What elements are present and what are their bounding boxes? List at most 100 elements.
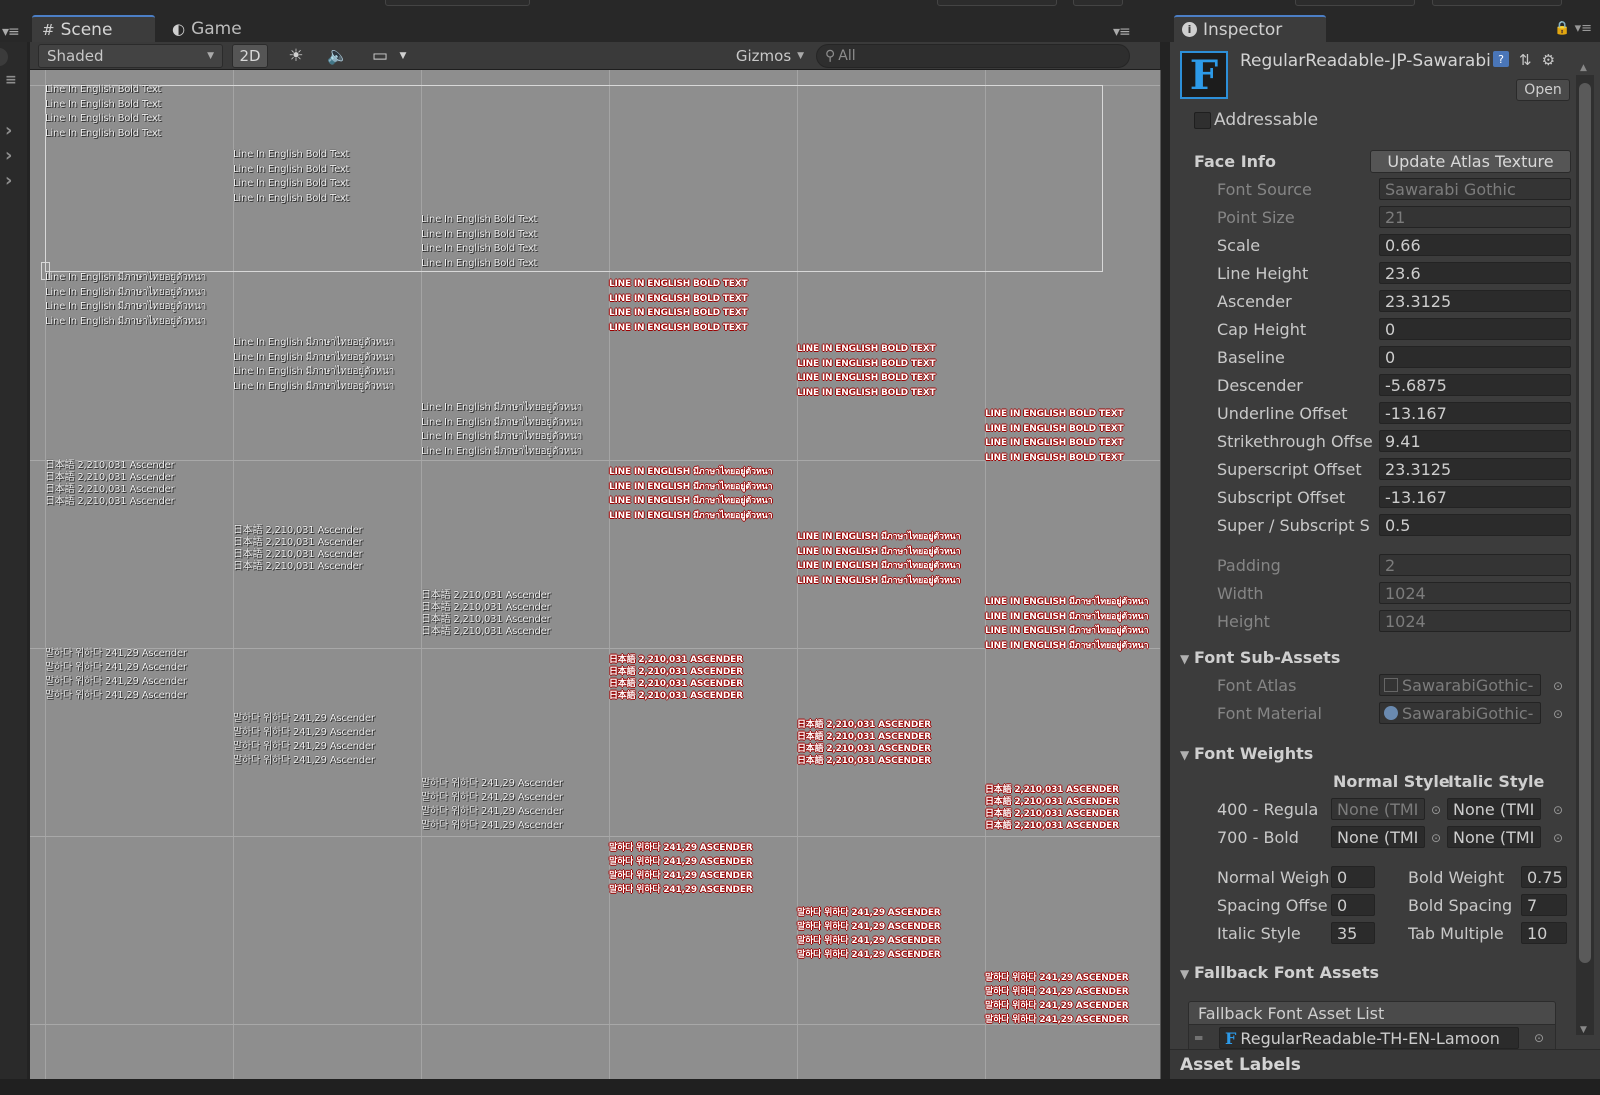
text-line: LINE IN ENGLISH BOLD TEXT bbox=[985, 438, 1124, 448]
weight-400-italic-field[interactable]: None (TMI bbox=[1447, 798, 1541, 820]
foldout-triangle-icon[interactable]: ▼ bbox=[1180, 967, 1190, 981]
object-picker-icon[interactable]: ⊙ bbox=[1431, 831, 1442, 845]
text-block: 말하다 위하다 241,29 ASCENDER 말하다 위하다 241,29 AS… bbox=[985, 974, 1129, 1030]
baseline-label: Baseline bbox=[1217, 348, 1285, 367]
hamburger-icon[interactable]: ≡ bbox=[5, 72, 17, 88]
list-item[interactable]: ═ F RegularReadable-TH-EN-Lamoon ⊙ bbox=[1188, 1025, 1556, 1049]
asset-labels-section[interactable]: Asset Labels bbox=[1170, 1049, 1600, 1079]
collab-button[interactable] bbox=[937, 0, 1057, 6]
toggle-2d-button[interactable]: 2D bbox=[232, 44, 268, 68]
scale-field[interactable]: 0.66 bbox=[1379, 234, 1571, 256]
scene-view[interactable]: Line In English Bold Text Line In English… bbox=[30, 70, 1161, 1079]
gizmos-dropdown[interactable]: Gizmos ▼ bbox=[730, 44, 810, 68]
shading-mode-value: Shaded bbox=[47, 47, 104, 65]
effects-icon[interactable]: ▭ bbox=[371, 46, 389, 66]
fallback-font-assets-header[interactable]: Fallback Font Assets bbox=[1194, 963, 1380, 982]
font-material-field[interactable]: SawarabiGothic- bbox=[1379, 702, 1541, 724]
object-picker-icon[interactable]: ⊙ bbox=[1431, 803, 1442, 817]
tab-multiple-field[interactable]: 10 bbox=[1521, 922, 1567, 944]
text-line: 日本語 2,210,031 Ascender bbox=[45, 484, 175, 495]
light-icon[interactable]: ☀ bbox=[288, 46, 304, 66]
text-line: 日本語 2,210,031 ASCENDER bbox=[797, 720, 931, 730]
text-block: 日本語 2,210,031 Ascender 日本語 2,210,031 Asce… bbox=[233, 526, 363, 574]
weight-700-italic-field[interactable]: None (TMI bbox=[1447, 826, 1541, 848]
rect-handle[interactable] bbox=[41, 262, 50, 280]
bold-spacing-field[interactable]: 7 bbox=[1521, 894, 1567, 916]
chevron-right-icon[interactable]: › bbox=[5, 120, 13, 141]
text-line: 日本語 2,210,031 ASCENDER bbox=[985, 797, 1119, 807]
strikethrough-offset-field[interactable]: 9.41 bbox=[1379, 430, 1571, 452]
grid-line bbox=[30, 836, 1160, 837]
font-sub-assets-header[interactable]: Font Sub-Assets bbox=[1194, 648, 1341, 667]
width-label: Width bbox=[1217, 584, 1264, 603]
underline-offset-field[interactable]: -13.167 bbox=[1379, 402, 1571, 424]
scene-search-input[interactable]: ⚲ All bbox=[816, 44, 1130, 68]
bold-weight-field[interactable]: 0.75 bbox=[1521, 866, 1567, 888]
text-block: Line In English Bold Text Line In English… bbox=[421, 215, 537, 273]
normal-weight-field[interactable]: 0 bbox=[1331, 866, 1375, 888]
lock-icon[interactable]: 🔒 ▾≡ bbox=[1554, 21, 1592, 36]
chevron-right-icon[interactable]: › bbox=[5, 145, 13, 166]
drag-handle-icon[interactable]: ═ bbox=[1195, 1031, 1203, 1045]
grid-icon: # bbox=[42, 20, 55, 39]
object-picker-icon[interactable]: ⊙ bbox=[1553, 831, 1564, 845]
cloud-button[interactable] bbox=[1073, 0, 1123, 6]
collapsed-panel-handle[interactable] bbox=[0, 48, 8, 66]
foldout-triangle-icon[interactable]: ▼ bbox=[1180, 748, 1190, 762]
effects-dropdown-arrow-icon[interactable]: ▼ bbox=[399, 51, 407, 61]
text-block: Line In English Bold Text Line In English… bbox=[45, 85, 161, 143]
baseline-field[interactable]: 0 bbox=[1379, 346, 1571, 368]
object-picker-icon[interactable]: ⊙ bbox=[1553, 707, 1564, 721]
weight-700-normal-field[interactable]: None (TMI bbox=[1331, 826, 1425, 848]
text-line: 말하다 위하다 241,29 ASCENDER bbox=[797, 936, 941, 946]
fallback-item-field[interactable]: F RegularReadable-TH-EN-Lamoon bbox=[1219, 1027, 1519, 1049]
cap-height-field[interactable]: 0 bbox=[1379, 318, 1571, 340]
text-line: Line In English มีภาษาไทยอยู่ตัวหนา bbox=[233, 351, 395, 363]
scrollbar-thumb[interactable] bbox=[1579, 83, 1591, 963]
foldout-triangle-icon[interactable]: ▼ bbox=[1180, 652, 1190, 666]
point-size-label: Point Size bbox=[1217, 208, 1295, 227]
grid-line bbox=[797, 70, 798, 1079]
object-picker-icon[interactable]: ⊙ bbox=[1553, 803, 1564, 817]
layout-dropdown[interactable] bbox=[1432, 0, 1562, 6]
text-line: Line In English Bold Text bbox=[421, 228, 538, 240]
scroll-down-icon[interactable]: ▼ bbox=[1580, 1025, 1587, 1035]
text-line: 말하다 위하다 241,29 Ascender bbox=[421, 820, 563, 831]
object-picker-icon[interactable]: ⊙ bbox=[1534, 1031, 1545, 1045]
text-line: LINE IN ENGLISH มีภาษาไทยอยู่ตัวหนา bbox=[609, 496, 773, 506]
presets-icon[interactable]: ⇅ bbox=[1519, 51, 1532, 69]
play-controls[interactable] bbox=[385, 0, 530, 6]
tab-game[interactable]: ◐ Game bbox=[162, 15, 272, 42]
help-icon[interactable]: ? bbox=[1493, 51, 1509, 67]
spacing-offset-field[interactable]: 0 bbox=[1331, 894, 1375, 916]
open-button[interactable]: Open bbox=[1516, 79, 1570, 101]
ascender-field[interactable]: 23.3125 bbox=[1379, 290, 1571, 312]
text-line: Line In English Bold Text bbox=[233, 192, 350, 204]
inspector-scrollbar[interactable]: ▲ ▼ bbox=[1576, 63, 1594, 1035]
gear-icon[interactable]: ⚙ bbox=[1541, 51, 1556, 69]
descender-field[interactable]: -5.6875 bbox=[1379, 374, 1571, 396]
layers-dropdown[interactable] bbox=[1295, 0, 1415, 6]
font-weights-header[interactable]: Font Weights bbox=[1194, 744, 1314, 763]
left-tab-menu-icon[interactable]: ▾≡ bbox=[2, 24, 20, 40]
update-atlas-texture-button[interactable]: Update Atlas Texture bbox=[1370, 150, 1571, 173]
addressable-checkbox[interactable] bbox=[1194, 112, 1211, 129]
text-line: 말하다 위하다 241,29 Ascender bbox=[233, 727, 375, 738]
scene-tab-menu-icon[interactable]: ▾≡ bbox=[1113, 24, 1131, 40]
tab-inspector[interactable]: i Inspector bbox=[1174, 15, 1326, 42]
weight-700-label: 700 - Bold bbox=[1217, 828, 1299, 847]
shading-mode-dropdown[interactable]: Shaded ▼ bbox=[38, 44, 223, 68]
text-line: 말하다 위하다 241,29 Ascender bbox=[45, 648, 187, 659]
object-picker-icon[interactable]: ⊙ bbox=[1553, 679, 1564, 693]
weight-400-normal-field[interactable]: None (TMI bbox=[1331, 798, 1425, 820]
superscript-offset-field[interactable]: 23.3125 bbox=[1379, 458, 1571, 480]
line-height-field[interactable]: 23.6 bbox=[1379, 262, 1571, 284]
italic-style-field[interactable]: 35 bbox=[1331, 922, 1375, 944]
audio-icon[interactable]: 🔈 bbox=[327, 46, 349, 66]
scroll-up-icon[interactable]: ▲ bbox=[1580, 63, 1587, 73]
chevron-right-icon[interactable]: › bbox=[5, 170, 13, 191]
super-subscript-size-field[interactable]: 0.5 bbox=[1379, 514, 1571, 536]
font-atlas-field[interactable]: SawarabiGothic- bbox=[1379, 674, 1541, 696]
subscript-offset-field[interactable]: -13.167 bbox=[1379, 486, 1571, 508]
tab-scene[interactable]: # Scene bbox=[32, 15, 155, 42]
